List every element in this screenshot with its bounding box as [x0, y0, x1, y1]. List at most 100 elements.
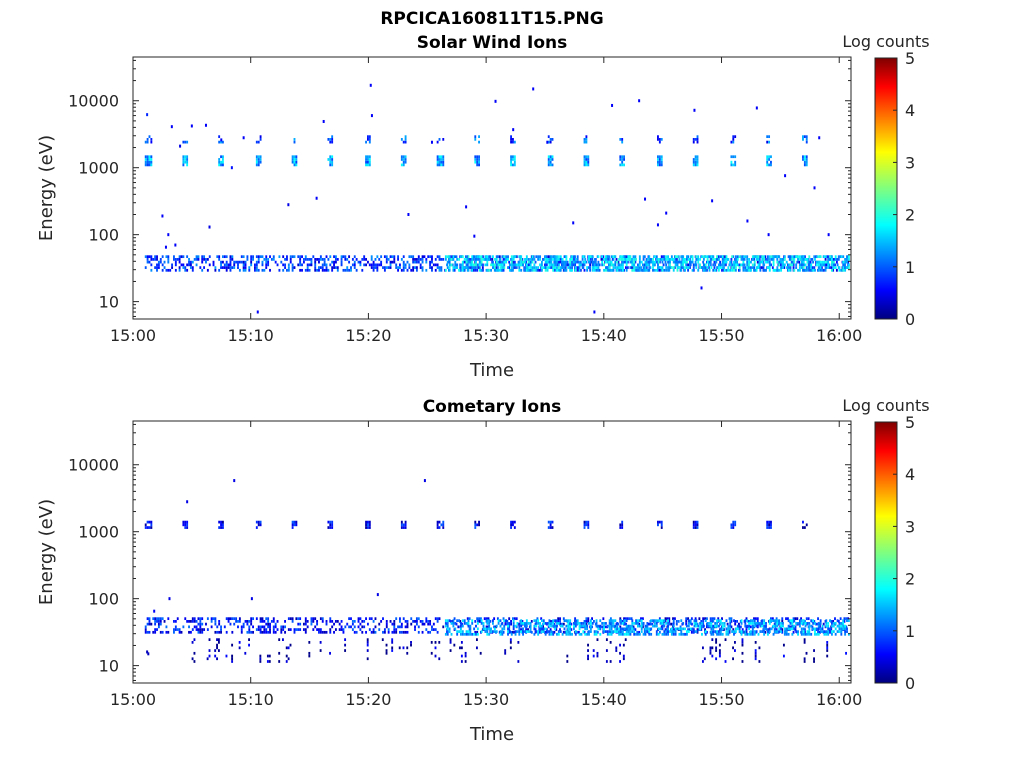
spectrogram-cell [679, 266, 682, 269]
spectrogram-cell [633, 632, 636, 636]
spectrogram-cell [695, 258, 698, 261]
spectrogram-cell [167, 268, 170, 272]
spectrogram-cell [252, 630, 254, 634]
spectrogram-cell [537, 622, 540, 625]
spectrogram-cell [267, 625, 270, 629]
spectrogram-cell [619, 617, 622, 621]
spectrogram-cell [193, 258, 196, 261]
spectrogram-cell [417, 260, 420, 264]
spectrogram-cell [340, 620, 343, 623]
spectrogram-cell [402, 263, 405, 267]
spectrogram-cell [365, 160, 367, 164]
spectrogram-cell [314, 617, 317, 621]
spectrogram-cell [687, 255, 690, 259]
spectrogram-cell [250, 622, 253, 626]
spectrogram-cell [680, 260, 683, 264]
spectrogram-cell [161, 630, 164, 634]
spectrogram-cell [804, 632, 807, 636]
spectrogram-cell [527, 258, 530, 261]
spectrogram-cell [768, 619, 771, 623]
spectrogram-cell [662, 263, 665, 267]
spectrogram-cell [385, 625, 388, 629]
spectrogram-cell [844, 627, 847, 631]
spectrogram-cell [367, 138, 369, 141]
spectrogram-point [220, 138, 223, 142]
spectrogram-cell [585, 523, 588, 527]
spectrogram-cell [210, 617, 213, 621]
spectrogram-cell [715, 641, 718, 644]
spectrogram-cell [331, 163, 334, 167]
spectrogram-cell [404, 526, 407, 529]
spectrogram-cell [766, 255, 769, 259]
spectrogram-cell [577, 630, 580, 634]
spectrogram-cell [595, 619, 598, 623]
spectrogram-cell [734, 268, 737, 272]
spectrogram-cells-solar-wind [144, 83, 850, 314]
spectrogram-cell [173, 630, 175, 634]
spectrogram-point [230, 166, 233, 170]
spectrogram-cell [514, 630, 517, 633]
spectrogram-cell [676, 627, 679, 631]
spectrogram-cell [591, 266, 594, 269]
spectrogram-cell [817, 630, 819, 634]
spectrogram-cell [733, 260, 735, 264]
spectrogram-cell [776, 255, 779, 259]
spectrogram-cell [673, 266, 676, 269]
spectrogram-cell [280, 628, 283, 631]
spectrogram-cell [793, 619, 796, 623]
spectrogram-cell [289, 617, 292, 621]
spectrogram-cell [704, 619, 707, 623]
spectrogram-cell [621, 260, 624, 264]
spectrogram-cell [399, 266, 401, 269]
spectrogram-cell [803, 641, 806, 644]
spectrogram-cell [840, 622, 843, 625]
spectrogram-cell [456, 258, 459, 261]
spectrogram-cell [440, 268, 443, 272]
spectrogram-cell [670, 258, 673, 261]
spectrogram-cell [763, 627, 766, 631]
spectrogram-cell [717, 255, 720, 259]
spectrogram-cell [148, 617, 151, 621]
spectrogram-cell [567, 266, 570, 269]
spectrogram-cell [827, 624, 830, 628]
spectrogram-cell [310, 617, 313, 621]
spectrogram-cell [385, 622, 388, 626]
spectrogram-cell [255, 617, 258, 621]
spectrogram-cell [619, 523, 622, 527]
spectrogram-cell [802, 135, 804, 139]
spectrogram-cell [400, 138, 403, 141]
spectrogram-cell [214, 649, 217, 652]
spectrogram-cell [325, 263, 328, 267]
spectrogram-cell [323, 258, 326, 261]
spectrogram-cell [549, 523, 552, 527]
spectrogram-cell [417, 258, 420, 261]
spectrogram-cell [701, 255, 703, 259]
spectrogram-cell [793, 255, 796, 259]
spectrogram-cell [406, 625, 409, 629]
spectrogram-cell [556, 258, 558, 261]
spectrogram-cell [182, 155, 185, 159]
spectrogram-cell [475, 258, 477, 261]
spectrogram-cell [503, 260, 506, 264]
spectrogram-cell [516, 630, 519, 633]
spectrogram-cell [146, 617, 149, 621]
spectrogram-cell [696, 520, 699, 524]
spectrogram-cell [368, 155, 371, 159]
spectrogram-cell [797, 632, 799, 636]
spectrogram-cell [659, 258, 662, 261]
spectrogram-cell [474, 135, 477, 139]
spectrogram-cell [220, 523, 222, 527]
spectrogram-cell [434, 628, 437, 631]
spectrogram-cell [780, 266, 783, 269]
spectrogram-cell [282, 638, 284, 642]
spectrogram-cell [696, 155, 699, 159]
spectrogram-cell [473, 255, 476, 259]
spectrogram-cell [612, 255, 615, 259]
spectrogram-cell [444, 258, 447, 261]
spectrogram-cell [716, 632, 718, 636]
spectrogram-cell [438, 617, 441, 621]
spectrogram-cell [406, 268, 409, 272]
spectrogram-cell [621, 155, 624, 159]
spectrogram-cell [165, 625, 168, 629]
spectrogram-cell [578, 632, 581, 636]
